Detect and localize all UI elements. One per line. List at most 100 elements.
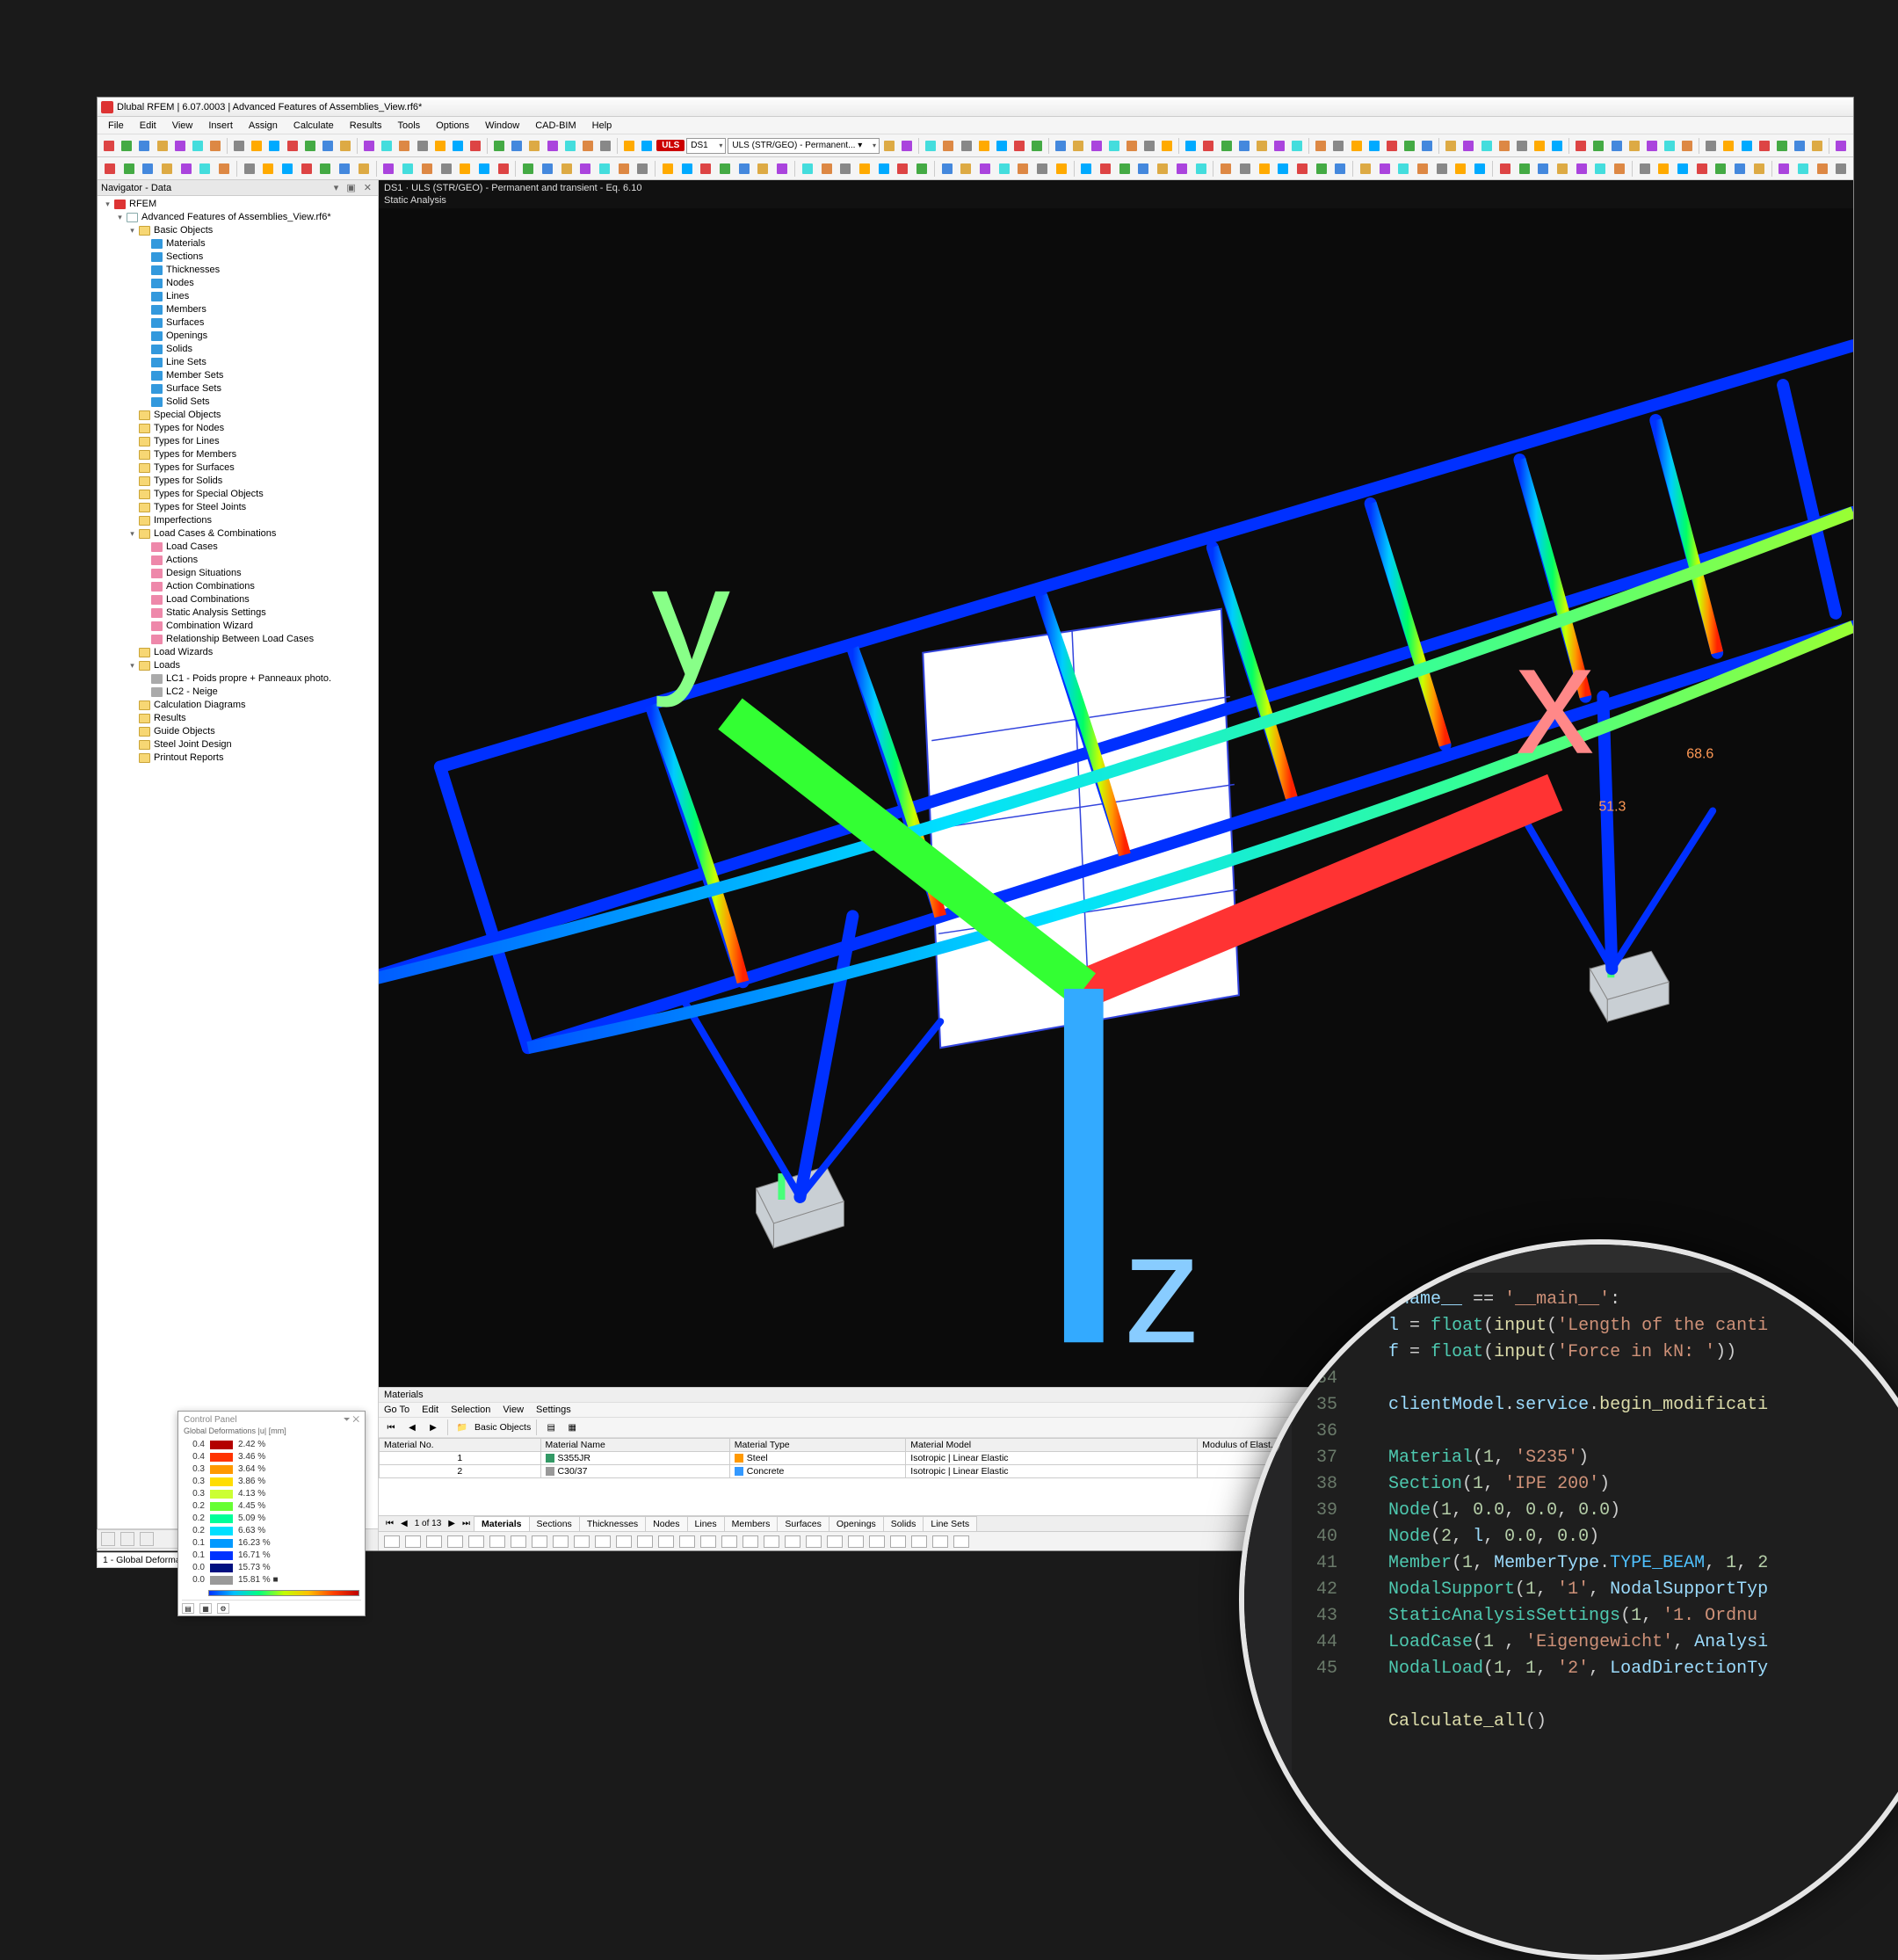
toolbar-button[interactable] <box>639 137 655 155</box>
line-tool[interactable] <box>447 1535 463 1548</box>
toolbar-button[interactable] <box>735 160 753 178</box>
toolbar-button[interactable] <box>1154 160 1171 178</box>
toolbar-button[interactable] <box>467 137 483 155</box>
pager-prev-icon[interactable]: ◀ <box>397 1517 411 1530</box>
materials-menu-item[interactable]: Settings <box>536 1405 571 1415</box>
tree-item[interactable]: Types for Lines <box>127 435 376 448</box>
toolbar-button[interactable] <box>259 160 277 178</box>
toolbar-button[interactable] <box>266 137 282 155</box>
toolbar-button[interactable] <box>634 160 652 178</box>
tree-item[interactable]: Load Wizards <box>127 646 376 659</box>
menu-file[interactable]: File <box>101 119 131 133</box>
tree-item[interactable]: Thicknesses <box>140 264 376 277</box>
toolbar-button[interactable] <box>1573 160 1590 178</box>
tree-item[interactable]: ▾Advanced Features of Assemblies_View.rf… <box>115 211 376 765</box>
toolbar-button[interactable] <box>1703 137 1719 155</box>
toolbar-button[interactable] <box>1662 137 1677 155</box>
toolbar-button[interactable] <box>336 160 353 178</box>
line-tool[interactable] <box>489 1535 505 1548</box>
toolbar-button[interactable] <box>1534 160 1552 178</box>
toolbar-button[interactable] <box>1833 137 1849 155</box>
legend-panel[interactable]: Control Panel ⏷ ✕ Global Deformations |u… <box>177 1411 366 1616</box>
toolbar-button[interactable] <box>1376 160 1394 178</box>
tree-item[interactable]: Static Analysis Settings <box>140 606 376 620</box>
tree-item[interactable]: Solids <box>140 343 376 356</box>
toolbar-button[interactable] <box>539 160 556 178</box>
line-tool[interactable] <box>869 1535 885 1548</box>
toolbar-button[interactable] <box>119 137 134 155</box>
line-tool[interactable] <box>553 1535 569 1548</box>
toolbar-button[interactable] <box>576 160 594 178</box>
legend-ft-2[interactable]: ▦ <box>199 1603 212 1614</box>
toolbar-button[interactable] <box>1496 160 1514 178</box>
toolbar-button[interactable] <box>509 137 525 155</box>
toolbar-button[interactable] <box>154 137 170 155</box>
toolbar-button[interactable] <box>1200 137 1216 155</box>
toolbar-button[interactable] <box>399 160 417 178</box>
tree-item[interactable]: Design Situations <box>140 567 376 580</box>
toolbar-button[interactable] <box>320 137 336 155</box>
toolbar-button[interactable] <box>957 160 974 178</box>
toolbar-button[interactable] <box>959 137 974 155</box>
toolbar-button[interactable] <box>491 137 507 155</box>
toolbar-button[interactable] <box>136 137 152 155</box>
toolbar-button[interactable] <box>856 160 873 178</box>
toolbar-button[interactable] <box>396 137 412 155</box>
legend-ft-3[interactable]: ⚙ <box>217 1603 229 1614</box>
tree-item[interactable]: Actions <box>140 554 376 567</box>
toolbar-button[interactable] <box>1135 160 1153 178</box>
tree-item[interactable]: ▾Loads LC1 - Poids propre + Panneaux pho… <box>127 659 376 699</box>
toolbar-button[interactable] <box>678 160 696 178</box>
menu-cad-bim[interactable]: CAD-BIM <box>528 119 583 133</box>
line-tool[interactable] <box>384 1535 400 1548</box>
toolbar-button[interactable] <box>1236 160 1254 178</box>
toolbar-button[interactable] <box>1271 137 1287 155</box>
toolbar-button[interactable] <box>1419 137 1435 155</box>
toolbar-button[interactable] <box>526 137 542 155</box>
toolbar-button[interactable] <box>158 160 176 178</box>
tree-item[interactable]: Types for Nodes <box>127 422 376 435</box>
tree-item[interactable]: Types for Steel Joints <box>127 501 376 514</box>
toolbar-button[interactable] <box>818 160 836 178</box>
line-tool[interactable] <box>679 1535 695 1548</box>
toolbar-button[interactable] <box>1591 160 1609 178</box>
materials-col[interactable]: Material No. <box>380 1439 541 1452</box>
toolbar-button[interactable] <box>241 160 258 178</box>
toolbar-button[interactable] <box>940 137 956 155</box>
toolbar-button[interactable] <box>1679 137 1695 155</box>
bp-tree-icon[interactable]: 📁 <box>453 1419 471 1436</box>
toolbar-button[interactable] <box>923 137 938 155</box>
tree-item[interactable]: Sections <box>140 250 376 264</box>
toolbar-button[interactable] <box>1332 160 1350 178</box>
menu-window[interactable]: Window <box>478 119 526 133</box>
toolbar-button[interactable] <box>355 160 373 178</box>
toolbar-button[interactable] <box>139 160 156 178</box>
toolbar-button[interactable] <box>1274 160 1292 178</box>
toolbar-button[interactable] <box>1313 160 1330 178</box>
tree-item[interactable]: Types for Surfaces <box>127 461 376 475</box>
toolbar-button[interactable] <box>1814 160 1831 178</box>
toolbar-button[interactable] <box>1033 160 1051 178</box>
materials-menu-item[interactable]: Go To <box>384 1405 409 1415</box>
materials-tab[interactable]: Lines <box>687 1516 725 1531</box>
toolbar-button[interactable] <box>1384 137 1400 155</box>
toolbar-button[interactable] <box>1366 137 1382 155</box>
toolbar-button[interactable] <box>1471 160 1489 178</box>
toolbar-button[interactable] <box>1402 137 1417 155</box>
toolbar-button[interactable] <box>1011 137 1027 155</box>
toolbar-button[interactable] <box>837 160 854 178</box>
toolbar-button[interactable] <box>438 160 455 178</box>
toolbar-button[interactable] <box>1330 137 1346 155</box>
bp-nav-next-icon[interactable]: ▶ <box>424 1419 442 1436</box>
toolbar-button[interactable] <box>1256 160 1273 178</box>
materials-menu-item[interactable]: View <box>503 1405 524 1415</box>
toolbar-button[interactable] <box>994 137 1010 155</box>
toolbar-button[interactable] <box>1532 137 1547 155</box>
tree-item[interactable]: Members <box>140 303 376 316</box>
tree-item[interactable]: Types for Solids <box>127 475 376 488</box>
toolbar-button[interactable] <box>1776 160 1793 178</box>
toolbar-button[interactable] <box>976 160 994 178</box>
tree-item[interactable]: Printout Reports <box>127 751 376 765</box>
toolbar-button[interactable] <box>1549 137 1565 155</box>
toolbar-button[interactable] <box>996 160 1013 178</box>
